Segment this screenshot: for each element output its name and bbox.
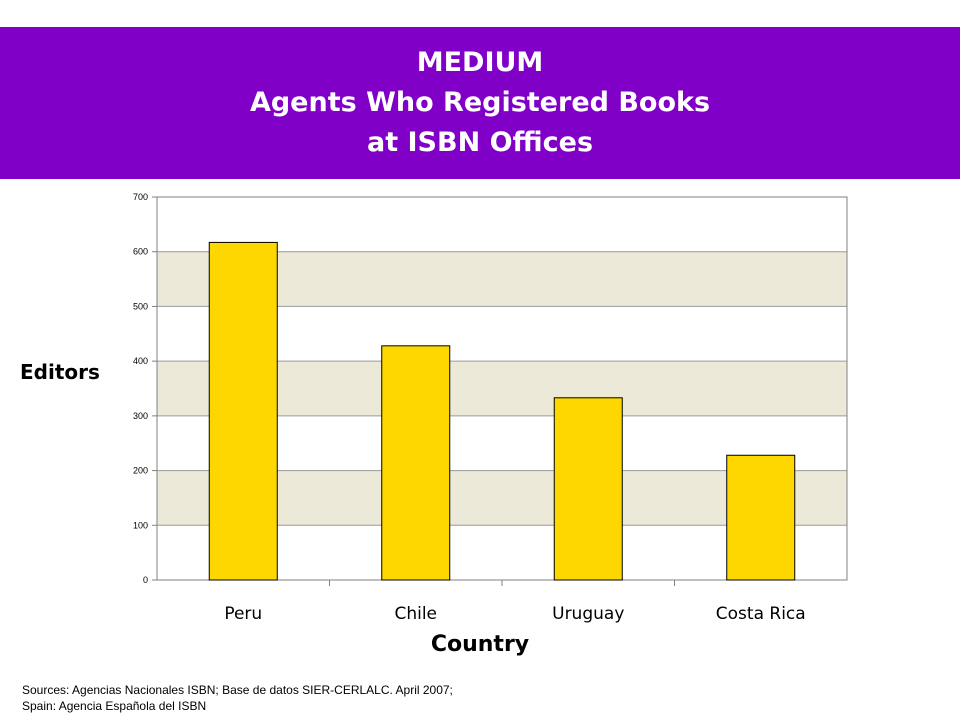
x-tick-label: Costa Rica	[716, 604, 806, 624]
sources-line-1: Sources: Agencias Nacionales ISBN; Base …	[22, 683, 453, 697]
sources-note: Sources: Agencias Nacionales ISBN; Base …	[22, 682, 453, 714]
x-axis-label: Country	[430, 632, 530, 657]
title-banner: MEDIUM Agents Who Registered Books at IS…	[0, 27, 960, 179]
title-line-3: at ISBN Offices	[366, 127, 594, 158]
y-axis-label: Editors	[20, 360, 100, 384]
bar-uruguay	[553, 397, 623, 581]
bar-costa-rica	[726, 454, 796, 581]
bar-chile	[381, 345, 451, 581]
y-tick-label: 0	[143, 575, 148, 585]
y-tick-label: 200	[133, 466, 148, 476]
x-tick-label: Chile	[394, 604, 437, 624]
y-tick-label: 400	[133, 356, 148, 366]
y-tick-label: 300	[133, 411, 148, 421]
title-line-2: Agents Who Registered Books	[249, 87, 711, 118]
y-tick-label: 600	[133, 247, 148, 257]
y-tick-label: 500	[133, 301, 148, 311]
x-tick-label: Peru	[224, 604, 262, 624]
y-tick-label: 700	[133, 192, 148, 202]
bar-peru	[208, 241, 278, 581]
sources-line-2: Spain: Agencia Española del ISBN	[22, 699, 207, 713]
x-tick-label: Uruguay	[552, 604, 624, 624]
title-line-1: MEDIUM	[416, 47, 544, 78]
y-tick-label: 100	[133, 520, 148, 530]
